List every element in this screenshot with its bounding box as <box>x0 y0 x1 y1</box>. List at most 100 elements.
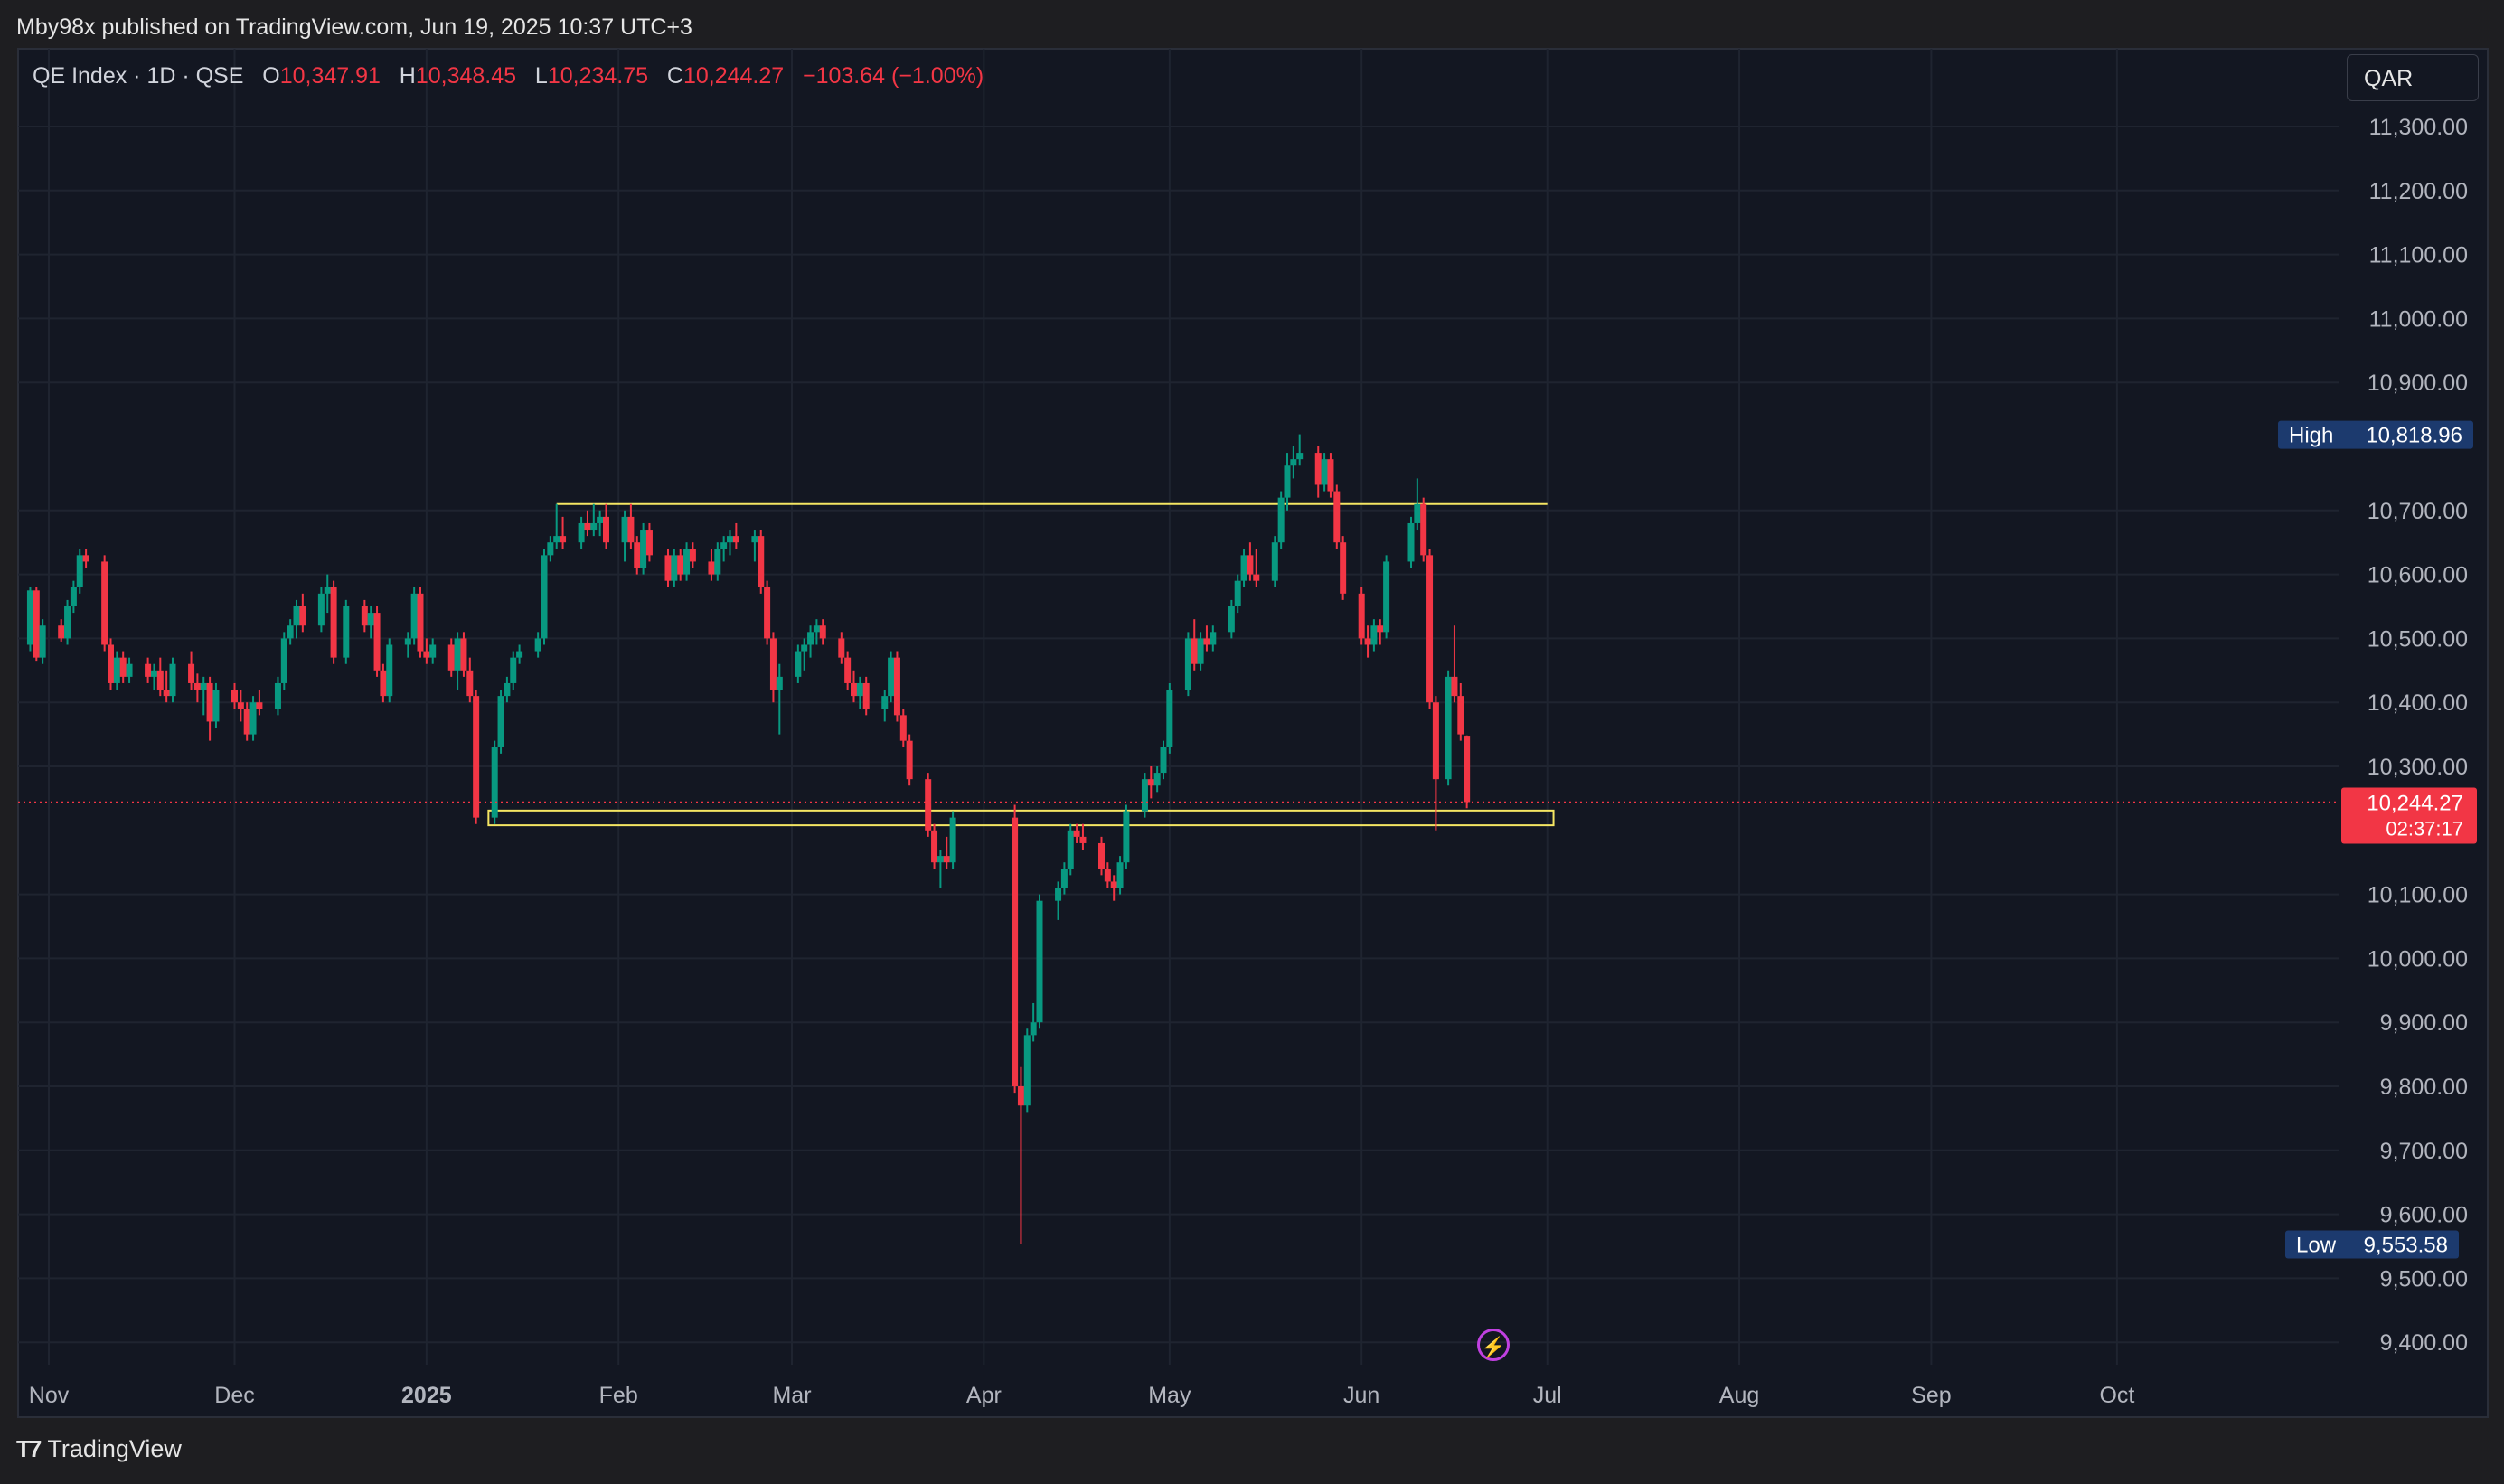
symbol-text[interactable]: QE Index · 1D · QSE <box>33 63 244 89</box>
candle-body <box>1023 1035 1031 1106</box>
change-value: −103.64 (−1.00%) <box>803 63 984 89</box>
low-marker-label: Low <box>2296 1233 2337 1257</box>
candle-body <box>1407 522 1415 562</box>
candle-body <box>70 587 77 606</box>
candle-body <box>193 682 201 690</box>
candle-body <box>280 638 287 683</box>
y-tick-label: 9,700.00 <box>2380 1139 2468 1164</box>
candle-body <box>324 587 331 594</box>
candle-body <box>795 651 802 677</box>
high-marker-label: High <box>2289 424 2333 448</box>
candle-body <box>274 682 281 709</box>
candle-body <box>1073 830 1080 837</box>
candle-body <box>126 663 133 677</box>
candle-body <box>1426 555 1434 703</box>
candle-body <box>231 690 238 703</box>
candle-body <box>906 740 913 780</box>
grid-lines <box>18 49 2339 1365</box>
candle-body <box>380 670 387 697</box>
candle-body <box>39 625 46 658</box>
y-tick-label: 10,300.00 <box>2368 755 2468 780</box>
candle-body <box>683 549 691 575</box>
candle-body <box>1067 830 1074 869</box>
candle-body <box>1377 625 1384 633</box>
tradingview-logo[interactable]: T7 TradingView <box>16 1435 182 1463</box>
candle-body <box>801 644 808 652</box>
x-tick-label: Dec <box>214 1383 254 1408</box>
candle-body <box>732 536 739 543</box>
candle-body <box>330 587 337 658</box>
candle-body <box>361 606 368 626</box>
chart-frame <box>17 48 2489 1418</box>
y-tick-label: 10,500.00 <box>2368 626 2468 652</box>
y-tick-label: 9,800.00 <box>2380 1075 2468 1100</box>
candle-body <box>287 625 294 639</box>
candle-body <box>58 625 65 639</box>
candle-body <box>1036 900 1043 1023</box>
candle-body <box>764 587 771 639</box>
candle-body <box>473 696 480 818</box>
candle-body <box>547 542 554 556</box>
candle-body <box>1104 869 1111 882</box>
x-tick-label: Mar <box>772 1383 811 1408</box>
candle-body <box>1166 690 1173 747</box>
candle-body <box>510 657 517 683</box>
candle-body <box>1271 542 1278 581</box>
candle-body <box>516 651 523 658</box>
candle-body <box>1445 676 1452 780</box>
y-tick-label: 10,100.00 <box>2368 883 2468 908</box>
candle-body <box>33 590 40 658</box>
close-label: C <box>666 63 683 89</box>
candle-body <box>603 516 609 543</box>
candle-body <box>1060 869 1068 888</box>
candle-body <box>851 682 857 697</box>
candle-body <box>560 536 567 543</box>
candle-body <box>1210 632 1217 645</box>
y-tick-label: 10,000.00 <box>2368 946 2468 972</box>
candle-body <box>893 657 900 716</box>
candle-body <box>943 856 950 863</box>
x-tick-label: 2025 <box>401 1383 452 1408</box>
candle-body <box>1420 503 1427 556</box>
candle-body <box>293 606 300 626</box>
candle-body <box>1017 1086 1024 1106</box>
candle-body <box>169 663 176 697</box>
candle-body <box>206 682 213 722</box>
candle-body <box>813 625 820 633</box>
zone-layer <box>487 502 1555 827</box>
y-tick-label: 10,900.00 <box>2368 371 2468 396</box>
candle-body <box>621 516 628 543</box>
candle-body <box>949 817 956 863</box>
candle-body <box>534 638 541 652</box>
candle-body <box>410 593 418 639</box>
candle-body <box>714 549 721 575</box>
candle-body <box>553 536 560 543</box>
high-marker-badge-bg <box>2278 420 2473 449</box>
candle-body <box>645 530 653 556</box>
candle-body <box>113 657 120 683</box>
candle-body <box>200 682 207 690</box>
candle-body <box>1414 503 1421 523</box>
x-tick-label: Nov <box>29 1383 70 1408</box>
flash-icon[interactable]: ⚡ <box>1477 1329 1510 1361</box>
candle-body <box>460 638 467 671</box>
x-tick-label: Aug <box>1719 1383 1759 1408</box>
candle-body <box>1197 638 1204 664</box>
candle-body <box>243 709 250 735</box>
candle-body <box>862 682 870 709</box>
high-label: H <box>399 63 416 89</box>
x-tick-label: Feb <box>599 1383 638 1408</box>
candle-body <box>1228 606 1235 633</box>
candle-body <box>727 536 733 543</box>
candle-body <box>627 516 635 543</box>
candle-body <box>150 670 157 677</box>
candle-layer <box>26 434 1471 1244</box>
candle-body <box>769 638 777 690</box>
candle-body <box>1451 676 1458 697</box>
currency-button[interactable]: QAR <box>2347 54 2479 101</box>
candle-body <box>1284 465 1291 498</box>
close-value: 10,244.27 <box>682 63 785 89</box>
candle-body <box>1383 561 1390 633</box>
